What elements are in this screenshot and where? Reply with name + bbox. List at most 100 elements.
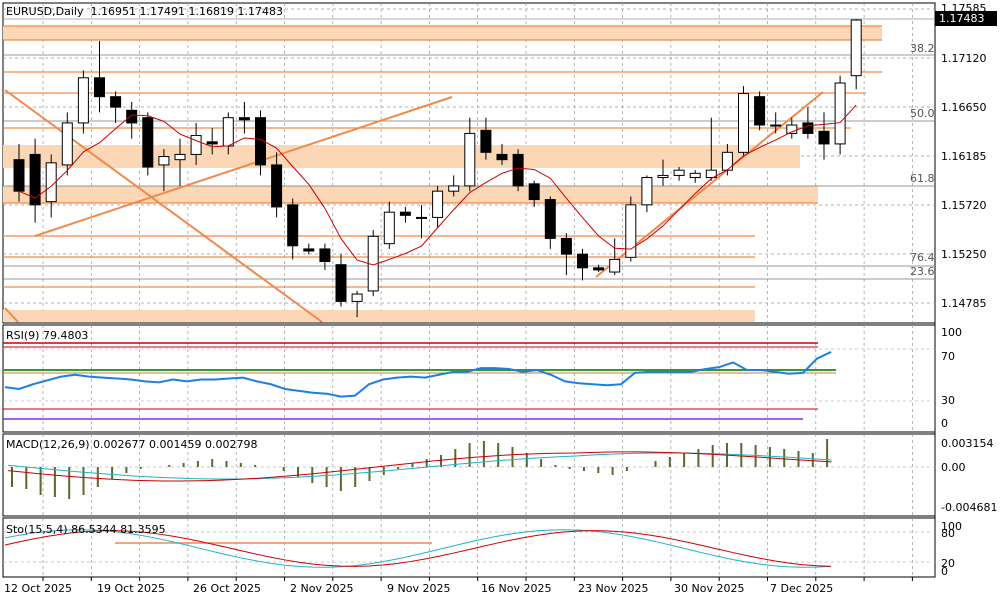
candle-body <box>158 156 170 166</box>
candle-body <box>45 162 57 203</box>
date-label: 23 Nov 2025 <box>578 582 649 595</box>
candle-body <box>255 117 266 166</box>
supply-demand-zones <box>3 26 882 322</box>
candle-body <box>689 172 701 179</box>
candle-body <box>657 174 669 179</box>
candle-body <box>496 153 508 161</box>
candle-body <box>512 153 524 187</box>
price-label: 1.17120 <box>941 52 987 65</box>
trend-line <box>4 89 323 323</box>
fib-label: 50.0 <box>910 107 935 120</box>
date-label: 19 Oct 2025 <box>97 582 166 595</box>
date-label: 9 Nov 2025 <box>387 582 451 595</box>
candle-body <box>110 96 122 108</box>
rsi-axis-label: 0 <box>941 417 948 430</box>
price-label: 1.14785 <box>941 297 987 310</box>
fib-label: 23.6 <box>910 265 935 278</box>
candle-body <box>641 177 653 206</box>
ohlc-low: 1.16819 <box>188 5 235 18</box>
zone-rect <box>3 26 882 40</box>
fib-label: 76.4 <box>910 251 935 264</box>
trend-line <box>34 96 453 237</box>
stoch-axis-label: 0 <box>941 565 948 578</box>
candle-body <box>174 153 186 161</box>
stoch-d-line <box>4 530 832 567</box>
stochastic-indicator <box>4 529 832 568</box>
candle-body <box>190 135 202 155</box>
candle-body <box>705 169 717 179</box>
current-price-badge: 1.17483 <box>935 11 997 26</box>
candle-body <box>416 216 427 219</box>
candle-body <box>850 19 862 77</box>
candle-body <box>271 164 283 208</box>
timeframe: Daily <box>55 5 84 18</box>
stoch-axis-label: 20 <box>941 557 955 570</box>
price-label: 1.16185 <box>941 150 987 163</box>
ohlc-close: 1.17483 <box>237 5 284 18</box>
candle-body <box>29 153 41 206</box>
candle-body <box>303 248 315 252</box>
candle-body <box>754 96 766 126</box>
macd-label: MACD(12,26,9) 0.002677 0.001459 0.002798 <box>6 438 258 451</box>
candle-body <box>673 169 685 176</box>
chart-header: EURUSD,Daily 1.16951 1.17491 1.16819 1.1… <box>6 5 283 18</box>
fib-label: 38.2 <box>910 42 935 55</box>
candle-body <box>577 253 588 269</box>
candle-body <box>625 204 637 258</box>
rsi-axis-label: 70 <box>941 350 955 363</box>
candle-body <box>834 82 846 145</box>
macd-axis-label: 0.003154 <box>941 437 994 450</box>
date-label: 7 Dec 2025 <box>770 582 834 595</box>
date-label: 30 Nov 2025 <box>674 582 745 595</box>
rsi-line <box>4 351 832 398</box>
macd-axis-label: -0.004681 <box>941 501 998 514</box>
candle-body <box>351 293 363 302</box>
price-label: 1.15250 <box>941 248 987 261</box>
date-label: 16 Nov 2025 <box>481 582 552 595</box>
candle-body <box>13 159 25 192</box>
candle-body <box>142 117 154 168</box>
rsi-axis-label: 30 <box>941 394 955 407</box>
macd-axis-label: 0.00 <box>941 461 966 474</box>
candle-body <box>77 77 89 124</box>
candle-body <box>818 130 830 145</box>
ohlc-high: 1.17491 <box>139 5 186 18</box>
candle-body <box>738 93 749 153</box>
moving-average <box>18 104 857 266</box>
candle-body <box>432 190 444 218</box>
zone-rect <box>3 145 800 168</box>
stoch-axis-label: 80 <box>941 527 955 540</box>
candle-body <box>480 129 492 153</box>
price-label: 1.16650 <box>941 101 987 114</box>
rsi-label: RSI(9) 79.4803 <box>6 329 89 342</box>
candle-body <box>786 124 798 134</box>
price-label: 1.15720 <box>941 199 987 212</box>
ma-line <box>18 104 857 266</box>
date-label: 26 Oct 2025 <box>193 582 262 595</box>
candle-body <box>238 117 250 121</box>
candle-body <box>335 264 347 302</box>
stoch-axis-label: 100 <box>941 520 962 533</box>
zone-rect <box>3 310 755 322</box>
panel-frame <box>2 324 936 433</box>
candle-body <box>528 183 540 201</box>
ohlc-open: 1.16951 <box>90 5 137 18</box>
stoch-label: Sto(15,5,4) 86.5344 81.3595 <box>6 523 166 536</box>
candle-body <box>609 258 621 273</box>
candle-body <box>721 151 733 171</box>
candle-body <box>593 267 605 271</box>
candle-body <box>770 124 782 127</box>
candle-body <box>448 185 460 192</box>
candle-body <box>544 199 556 239</box>
macd-line <box>7 451 832 482</box>
panel-frame <box>2 517 936 578</box>
fib-label: 61.8 <box>910 172 935 185</box>
candle-body <box>319 248 331 263</box>
candle-body <box>383 211 395 245</box>
candle-body <box>560 237 572 255</box>
zone-rect <box>3 186 818 203</box>
candle-body <box>287 204 299 247</box>
date-label: 12 Oct 2025 <box>4 582 73 595</box>
candle-body <box>206 141 218 145</box>
